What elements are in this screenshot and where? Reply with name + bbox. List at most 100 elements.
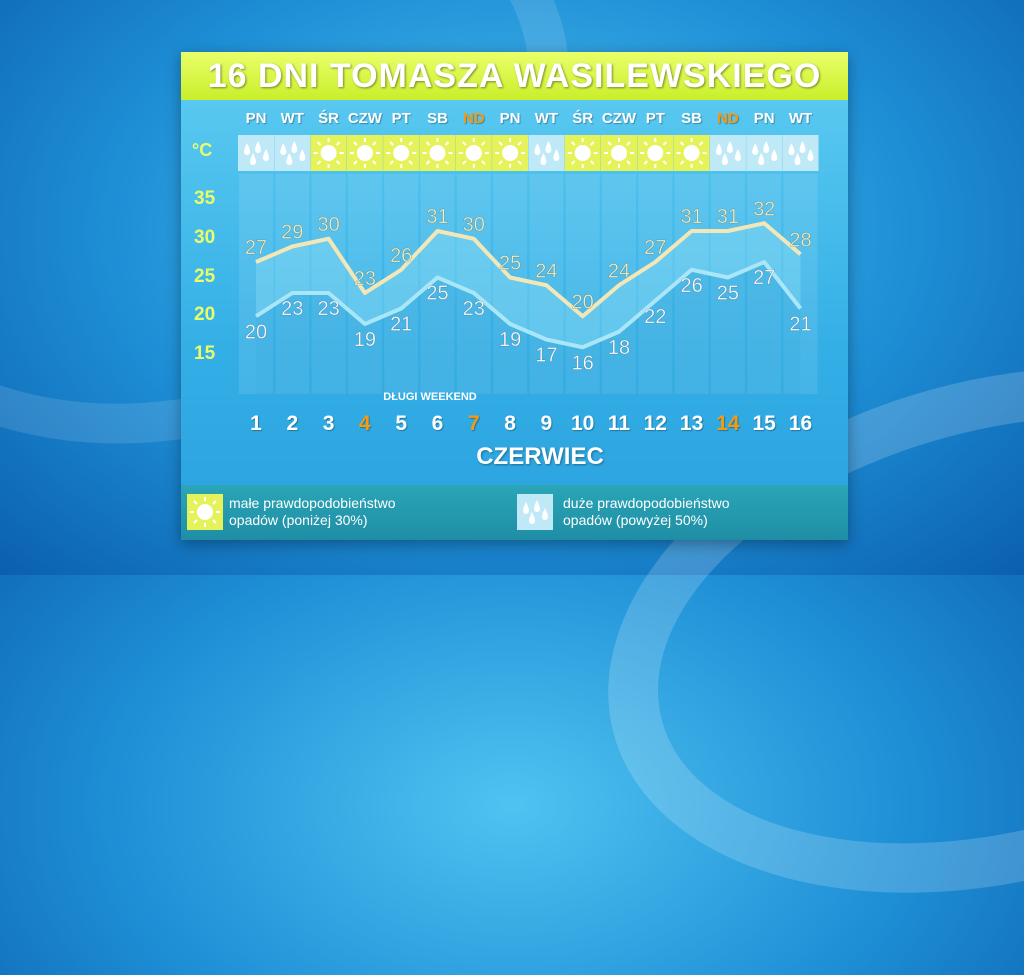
day-name-label: CZW [601, 110, 637, 127]
min-data-label: 21 [789, 314, 811, 336]
rain-icon [517, 494, 553, 530]
y-tick-label: 15 [194, 343, 216, 364]
rain-icon [238, 135, 274, 171]
max-data-label: 31 [426, 206, 448, 228]
min-data-label: 23 [317, 298, 339, 320]
y-tick-label: 20 [194, 304, 216, 326]
x-tick-label: 10 [571, 412, 595, 435]
max-data-label: 30 [317, 214, 339, 236]
sun-icon [419, 135, 456, 171]
y-tick-label: 35 [194, 188, 216, 209]
day-name-label: SB [681, 110, 703, 127]
min-data-label: 17 [535, 345, 557, 367]
sun-icon [492, 135, 529, 171]
max-data-label: 25 [499, 253, 521, 275]
unit-label: °C [192, 140, 213, 160]
day-column [747, 174, 782, 394]
rain-icon [782, 135, 819, 171]
day-name-label: SB [427, 110, 448, 127]
max-data-label: 27 [644, 237, 666, 259]
sun-icon [383, 135, 420, 171]
day-column [638, 174, 673, 394]
day-column [674, 174, 709, 394]
day-name-label: ND [717, 110, 739, 127]
day-name-label: ND [462, 110, 485, 127]
title-bar: 16 DNI TOMASZA WASILEWSKIEGO [181, 52, 848, 100]
day-name-label: PN [245, 110, 267, 127]
forecast-chart: 27 29 30 23 26 31 30 25 24 20 24 27 31 31 32 28 20 23 23 19… [238, 135, 819, 394]
x-tick-label: 4 [359, 412, 371, 435]
max-data-label: 24 [608, 260, 630, 282]
max-data-label: 26 [390, 245, 412, 267]
min-data-label: 23 [281, 298, 303, 320]
x-tick-label: 9 [540, 412, 553, 435]
sun-icon [673, 135, 710, 171]
sun-icon [601, 135, 637, 171]
min-data-label: 20 [245, 321, 267, 343]
day-name-label: CZW [347, 110, 382, 127]
legend-bar: małe prawdopodobieństwo opadów (poniżej … [181, 485, 848, 540]
max-data-label: 31 [717, 206, 739, 228]
day-name-label: WT [534, 110, 559, 127]
max-data-label: 23 [354, 268, 376, 290]
day-name-label: WT [280, 110, 304, 127]
day-column [239, 174, 273, 394]
x-tick-label: 6 [431, 412, 444, 435]
x-tick-label: 5 [395, 412, 408, 435]
sun-icon [455, 135, 492, 171]
legend-rain-line1: duże prawdopodobieństwo [563, 495, 730, 511]
max-data-label: 24 [535, 260, 557, 282]
min-data-label: 27 [753, 267, 775, 289]
day-name-label: ŚR [318, 110, 340, 127]
x-tick-label: 15 [752, 412, 776, 435]
legend-sun-line1: małe prawdopodobieństwo [229, 495, 396, 511]
x-tick-label: 12 [643, 412, 667, 435]
sun-icon [187, 494, 223, 530]
rain-icon [274, 135, 311, 171]
day-column [384, 174, 419, 394]
day-column [311, 174, 346, 394]
sun-icon [637, 135, 674, 171]
x-tick-label: 1 [250, 412, 262, 435]
min-data-label: 19 [354, 329, 376, 351]
forecast-panel [181, 52, 848, 540]
series-max-line [255, 221, 802, 319]
day-name-label: PT [391, 110, 411, 127]
max-data-label: 30 [463, 214, 485, 236]
sun-icon [564, 135, 601, 171]
x-tick-label: 2 [286, 412, 299, 435]
legend-sun-text: małe prawdopodobieństwo opadów (poniżej … [229, 495, 396, 529]
rain-icon [709, 135, 746, 171]
x-tick-label: 11 [607, 412, 631, 435]
day-column [456, 174, 491, 394]
long-weekend-annotation: DŁUGI WEEKEND [383, 391, 477, 403]
day-column [493, 174, 528, 394]
x-tick-label: 13 [679, 412, 704, 435]
max-data-label: 27 [245, 237, 267, 259]
y-tick-label: 25 [194, 265, 216, 287]
day-name-label: WT [788, 110, 813, 127]
day-name-label: PN [499, 110, 521, 127]
day-column [710, 174, 745, 394]
day-column [275, 174, 310, 394]
day-name-label: PN [753, 110, 775, 127]
legend-rain-text: duże prawdopodobieństwo opadów (powyżej … [563, 495, 730, 529]
rain-icon [746, 135, 783, 171]
x-tick-label: 14 [716, 412, 740, 435]
month-label: CZERWIEC [476, 443, 604, 470]
sun-icon [310, 135, 347, 171]
day-name-label: ŚR [572, 110, 594, 127]
min-data-label: 16 [572, 352, 594, 374]
series-min-line [254, 260, 803, 350]
y-tick-label: 30 [194, 226, 216, 248]
chart-title: 16 DNI TOMASZA WASILEWSKIEGO [207, 57, 822, 95]
x-tick-label: 7 [467, 412, 480, 435]
day-column [565, 174, 600, 394]
x-tick-label: 16 [788, 412, 813, 435]
legend-sun-line2: opadów (poniżej 30%) [229, 512, 368, 528]
max-data-label: 29 [281, 222, 303, 244]
min-data-label: 26 [680, 275, 702, 297]
day-column [783, 174, 818, 394]
max-data-label: 28 [789, 229, 811, 251]
min-data-label: 21 [390, 314, 412, 336]
